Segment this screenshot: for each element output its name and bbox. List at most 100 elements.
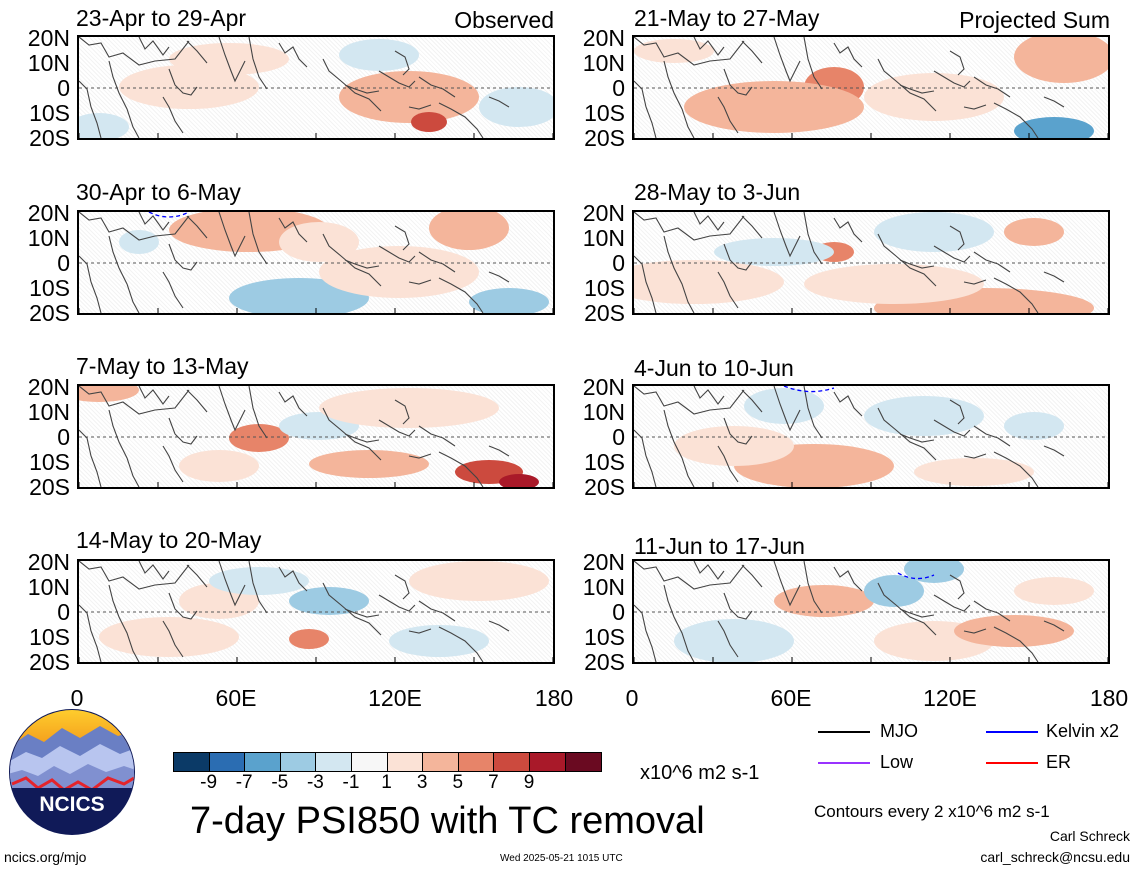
legend-contours: Contours every 2 x10^6 m2 s-1 bbox=[814, 802, 1050, 821]
lat-label: 10S bbox=[584, 275, 625, 301]
coastline bbox=[378, 419, 416, 437]
coastline bbox=[663, 60, 695, 138]
coastline bbox=[693, 386, 725, 405]
coastline bbox=[168, 243, 198, 271]
coastline bbox=[322, 407, 382, 461]
panel-title: 30-Apr to 6-May bbox=[76, 179, 241, 205]
anomaly-region bbox=[774, 585, 874, 617]
anomaly-region bbox=[429, 212, 509, 250]
anomaly-region bbox=[289, 587, 369, 615]
coastline bbox=[773, 561, 801, 607]
legend-kelvin-label: Kelvin x2 bbox=[1046, 721, 1120, 741]
lat-label: 20S bbox=[29, 300, 70, 326]
colorbar-swatch bbox=[280, 753, 317, 771]
lat-label: 10N bbox=[582, 225, 625, 251]
anomaly-region bbox=[634, 39, 714, 63]
anomaly-region bbox=[119, 230, 159, 254]
lon-label: 60E bbox=[770, 685, 812, 711]
lat-label: 20S bbox=[584, 649, 625, 675]
colorbar-tick: -7 bbox=[235, 772, 253, 793]
anomaly-region bbox=[804, 264, 984, 304]
coastline bbox=[218, 561, 246, 607]
coastline bbox=[723, 592, 753, 620]
lat-label: 0 bbox=[612, 75, 625, 101]
coastline bbox=[218, 386, 246, 432]
coastline bbox=[933, 594, 971, 612]
map-panel bbox=[632, 559, 1110, 664]
map-panel bbox=[632, 35, 1110, 140]
map-panel bbox=[77, 559, 555, 664]
coastline bbox=[803, 561, 823, 614]
timestamp: Wed 2025-05-21 1015 UTC bbox=[500, 853, 623, 864]
anomaly-region bbox=[634, 260, 784, 304]
coastline bbox=[438, 102, 484, 138]
coastline bbox=[833, 566, 863, 592]
anomaly-region bbox=[864, 73, 1004, 121]
map-panel bbox=[632, 210, 1110, 315]
coastline bbox=[186, 389, 208, 413]
legend-kelvin-line bbox=[986, 731, 1038, 733]
coastline bbox=[634, 429, 657, 487]
coastline bbox=[162, 445, 184, 483]
panel-title: 23-Apr to 29-Apr bbox=[76, 5, 247, 31]
lat-label: 20N bbox=[582, 549, 625, 575]
colorbar-swatch bbox=[494, 753, 530, 771]
lat-label: 10S bbox=[29, 624, 70, 650]
colorbar-tick: 7 bbox=[488, 772, 499, 793]
anomaly-region bbox=[1014, 577, 1094, 605]
coastline bbox=[108, 60, 140, 138]
coastline bbox=[79, 429, 102, 487]
coastline bbox=[278, 217, 308, 243]
coastline bbox=[108, 584, 140, 662]
coastline bbox=[488, 445, 510, 457]
coastline bbox=[723, 68, 753, 96]
anomaly-region bbox=[119, 65, 259, 109]
anomaly-region bbox=[744, 388, 824, 424]
colorbar-swatch bbox=[351, 753, 388, 771]
coastline bbox=[344, 433, 380, 443]
lat-label: 20N bbox=[582, 200, 625, 226]
coastline bbox=[408, 628, 432, 634]
coastline bbox=[418, 600, 456, 622]
coastline bbox=[833, 391, 863, 417]
anomaly-region bbox=[79, 113, 129, 138]
coastline bbox=[344, 608, 380, 618]
coastline bbox=[963, 279, 987, 285]
coastline bbox=[408, 279, 432, 285]
anomaly-region bbox=[99, 617, 239, 657]
coastline bbox=[833, 42, 863, 68]
map-panel bbox=[77, 35, 555, 140]
lat-label: 0 bbox=[612, 250, 625, 276]
coastline bbox=[973, 600, 1011, 622]
coastline bbox=[344, 84, 380, 94]
coastline bbox=[1043, 620, 1065, 632]
anomaly-region bbox=[339, 39, 419, 71]
coastline bbox=[663, 235, 695, 313]
coastline bbox=[408, 104, 432, 110]
coastline bbox=[693, 212, 725, 231]
coastline bbox=[663, 409, 695, 487]
footer-url[interactable]: ncics.org/mjo bbox=[4, 849, 87, 865]
panel-title: 11-Jun to 17-Jun bbox=[634, 533, 805, 559]
anomaly-region bbox=[1014, 37, 1108, 83]
colorbar-swatch bbox=[245, 753, 281, 771]
coastline bbox=[741, 215, 763, 239]
coastline bbox=[378, 594, 416, 612]
anomaly-region bbox=[179, 450, 259, 482]
coastline bbox=[378, 70, 416, 88]
coastline bbox=[741, 564, 763, 588]
coastline bbox=[344, 259, 380, 269]
colorbar-swatch bbox=[565, 753, 602, 771]
lon-label: 0 bbox=[70, 685, 84, 711]
coastline bbox=[248, 37, 268, 90]
legend-er-line bbox=[986, 762, 1038, 764]
lat-label: 10N bbox=[582, 50, 625, 76]
legend-low-label: Low bbox=[880, 752, 914, 772]
coastline bbox=[418, 425, 456, 447]
colorbar-swatch bbox=[423, 753, 459, 771]
coastline bbox=[162, 271, 184, 309]
coastline bbox=[418, 76, 456, 98]
coastline bbox=[634, 255, 657, 313]
panel-tag: Projected Sum bbox=[959, 7, 1110, 33]
coastline bbox=[1043, 96, 1065, 108]
